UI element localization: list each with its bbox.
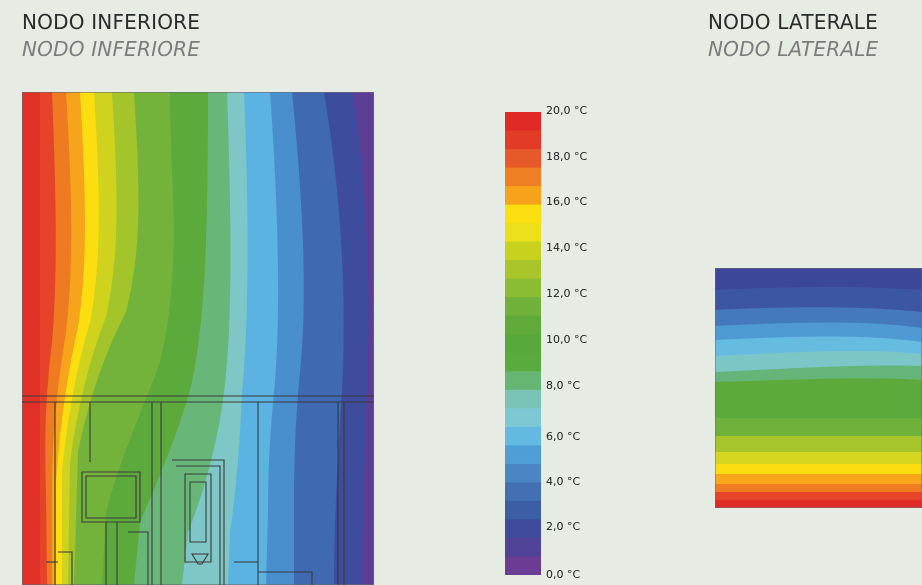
color-band (505, 408, 541, 428)
color-band (505, 223, 541, 243)
color-band (505, 537, 541, 558)
color-band (505, 482, 541, 502)
right-panel-title: NODO LATERALE (708, 10, 878, 34)
color-band (505, 500, 541, 521)
color-band (505, 463, 541, 483)
legend-tick-label: 4,0 °C (546, 475, 581, 488)
thermal-map-bottom-node (22, 92, 374, 585)
color-band (505, 352, 541, 372)
legend-tick-label: 20,0 °C (546, 104, 588, 117)
right-panel-subtitle: NODO LATERALE (708, 37, 879, 61)
color-band (505, 149, 541, 169)
thermal-map-side-node (715, 268, 922, 508)
legend-tick-label: 10,0 °C (546, 333, 588, 346)
color-band (505, 278, 541, 298)
legend-tick-label: 2,0 °C (546, 520, 581, 533)
color-band (505, 334, 541, 354)
color-band (505, 297, 541, 317)
temperature-color-scale (505, 112, 541, 575)
legend-tick-label: 6,0 °C (546, 430, 581, 443)
color-band (505, 315, 541, 335)
left-panel-subtitle: NODO INFERIORE (22, 37, 201, 61)
color-band (505, 519, 541, 539)
legend-tick-label: 18,0 °C (546, 150, 588, 163)
color-band (505, 426, 541, 446)
legend-tick-label: 12,0 °C (546, 287, 588, 300)
color-band (505, 241, 541, 261)
color-band (505, 371, 541, 391)
color-band (505, 445, 541, 465)
color-band (505, 112, 541, 132)
legend-tick-label: 16,0 °C (546, 195, 588, 208)
color-band (505, 186, 541, 206)
color-band (505, 260, 541, 280)
color-band (505, 130, 541, 150)
legend-tick-label: 0,0 °C (546, 568, 581, 581)
color-band (505, 204, 541, 224)
left-panel-title: NODO INFERIORE (22, 10, 201, 34)
color-band (505, 556, 541, 575)
legend-tick-label: 14,0 °C (546, 241, 588, 254)
legend-tick-label: 8,0 °C (546, 379, 581, 392)
color-band (505, 167, 541, 187)
color-band (505, 389, 541, 409)
